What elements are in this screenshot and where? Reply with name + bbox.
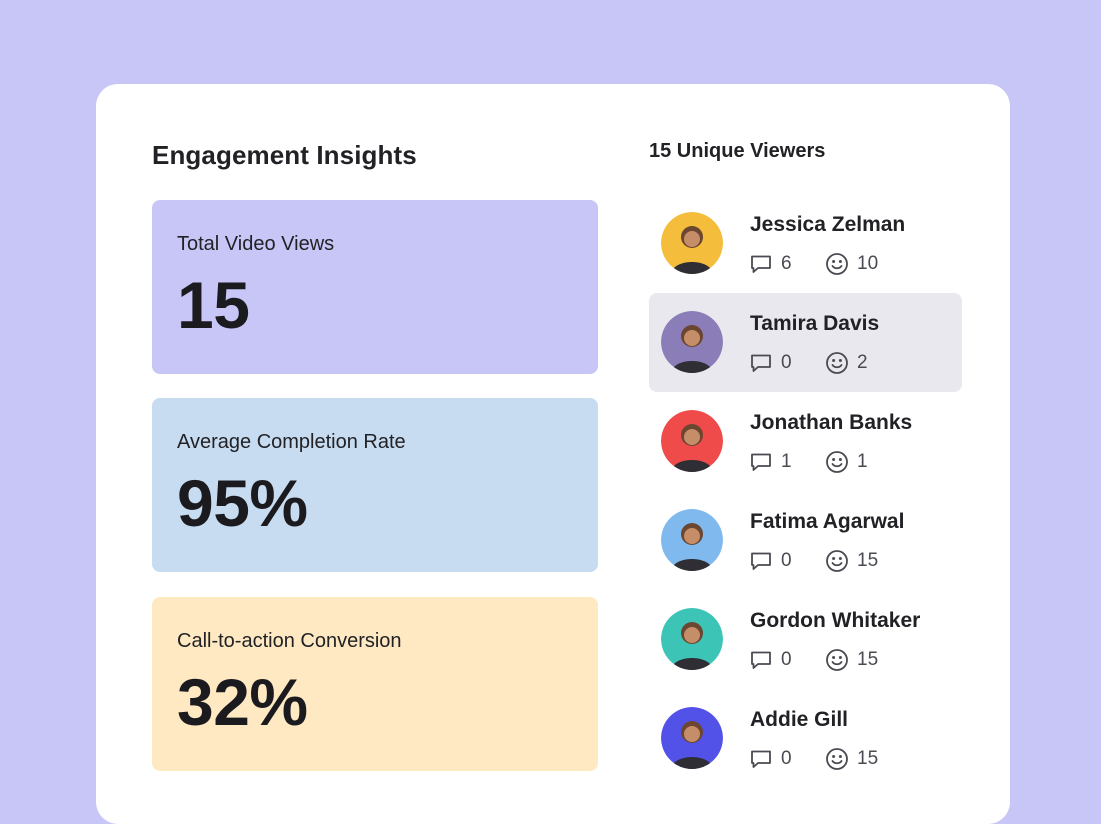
viewer-row[interactable]: Fatima Agarwal 0 — [649, 491, 962, 590]
viewer-name: Addie Gill — [750, 708, 849, 731]
smiley-face-icon — [825, 747, 849, 771]
person-avatar-icon — [661, 311, 723, 373]
reaction-count: 15 — [825, 648, 878, 672]
viewer-name: Jonathan Banks — [750, 411, 913, 434]
viewer-name: Gordon Whitaker — [750, 609, 921, 632]
reaction-count-value: 2 — [857, 352, 868, 373]
comment-count: 0 — [749, 747, 825, 771]
viewer-stats: 0 2 — [749, 350, 868, 376]
comment-count-value: 1 — [781, 451, 792, 472]
person-avatar-icon — [661, 212, 723, 274]
reaction-count: 10 — [825, 252, 878, 276]
comment-bubble-icon — [749, 648, 773, 672]
reaction-count: 15 — [825, 549, 878, 573]
avatar — [661, 311, 723, 373]
viewer-row[interactable]: Tamira Davis 0 — [649, 293, 962, 392]
smiley-face-icon — [825, 549, 849, 573]
metric-label: Average Completion Rate — [177, 431, 406, 453]
smiley-face-icon — [825, 351, 849, 375]
viewer-row[interactable]: Jessica Zelman 6 — [649, 194, 962, 293]
unique-viewers-title: 15 Unique Viewers — [649, 140, 826, 162]
comment-bubble-icon — [749, 252, 773, 276]
viewer-list: Jessica Zelman 6 — [649, 194, 962, 788]
metric-label: Call-to-action Conversion — [177, 630, 402, 652]
engagement-insights-title: Engagement Insights — [152, 140, 417, 170]
avatar — [661, 410, 723, 472]
cta-conversion-card: Call-to-action Conversion 32% — [152, 597, 598, 771]
smiley-face-icon — [825, 450, 849, 474]
comment-count-value: 0 — [781, 748, 792, 769]
comment-bubble-icon — [749, 747, 773, 771]
metric-value: 95% — [177, 466, 308, 540]
viewer-name: Jessica Zelman — [750, 213, 906, 236]
viewer-stats: 1 1 — [749, 449, 868, 475]
metric-value: 15 — [177, 268, 250, 342]
comment-bubble-icon — [749, 351, 773, 375]
comment-count: 0 — [749, 648, 825, 672]
engagement-card: Engagement Insights Total Video Views 15… — [96, 84, 1010, 824]
comment-count: 0 — [749, 549, 825, 573]
smiley-face-icon — [825, 648, 849, 672]
comment-bubble-icon — [749, 450, 773, 474]
viewer-row[interactable]: Addie Gill 0 — [649, 689, 962, 788]
viewer-stats: 0 15 — [749, 647, 878, 673]
metric-value: 32% — [177, 665, 308, 739]
person-avatar-icon — [661, 707, 723, 769]
viewer-stats: 0 15 — [749, 746, 878, 772]
average-completion-rate-card: Average Completion Rate 95% — [152, 398, 598, 572]
comment-count-value: 0 — [781, 550, 792, 571]
comment-count-value: 0 — [781, 649, 792, 670]
comment-count-value: 6 — [781, 253, 792, 274]
reaction-count: 2 — [825, 351, 868, 375]
viewer-row[interactable]: Gordon Whitaker 0 — [649, 590, 962, 689]
viewer-stats: 0 15 — [749, 548, 878, 574]
person-avatar-icon — [661, 410, 723, 472]
avatar — [661, 608, 723, 670]
comment-count: 1 — [749, 450, 825, 474]
person-avatar-icon — [661, 608, 723, 670]
avatar — [661, 707, 723, 769]
viewer-row[interactable]: Jonathan Banks 1 — [649, 392, 962, 491]
total-video-views-card: Total Video Views 15 — [152, 200, 598, 374]
comment-count-value: 0 — [781, 352, 792, 373]
reaction-count-value: 10 — [857, 253, 879, 274]
reaction-count-value: 15 — [857, 550, 879, 571]
comment-count: 0 — [749, 351, 825, 375]
comment-count: 6 — [749, 252, 825, 276]
reaction-count-value: 1 — [857, 451, 868, 472]
reaction-count-value: 15 — [857, 649, 879, 670]
viewer-name: Fatima Agarwal — [750, 510, 905, 533]
viewer-name: Tamira Davis — [750, 312, 880, 335]
avatar — [661, 212, 723, 274]
metric-label: Total Video Views — [177, 233, 335, 255]
viewer-stats: 6 10 — [749, 251, 878, 277]
reaction-count-value: 15 — [857, 748, 879, 769]
avatar — [661, 509, 723, 571]
person-avatar-icon — [661, 509, 723, 571]
comment-bubble-icon — [749, 549, 773, 573]
reaction-count: 15 — [825, 747, 878, 771]
reaction-count: 1 — [825, 450, 868, 474]
smiley-face-icon — [825, 252, 849, 276]
